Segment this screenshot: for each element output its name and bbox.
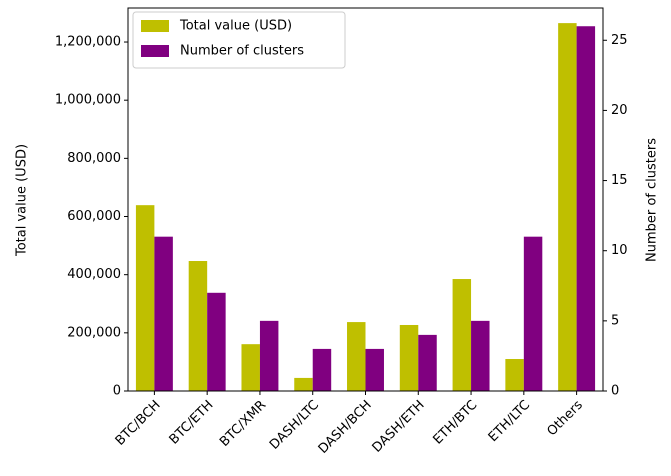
y2-tick-label: 25: [611, 33, 628, 48]
x-tick-label: DASH/ETH: [370, 398, 428, 456]
x-tick-label: ETH/BTC: [431, 398, 481, 448]
bar: [259, 320, 279, 391]
bar: [294, 377, 313, 391]
x-tick-label: BTC/ETH: [167, 398, 217, 448]
x-tick-label: Others: [544, 398, 586, 440]
y-tick-label: 400,000: [67, 267, 121, 282]
bar: [135, 205, 155, 391]
bar: [558, 23, 577, 391]
bar: [505, 359, 524, 391]
legend-swatch: [141, 45, 169, 57]
bar: [241, 344, 260, 391]
x-tick-label: DASH/BCH: [316, 398, 375, 457]
y2-tick-label: 5: [611, 313, 619, 328]
bar: [452, 279, 472, 391]
y2-tick-label: 15: [611, 173, 628, 188]
y2-tick-label: 10: [611, 243, 628, 258]
bar: [312, 348, 332, 391]
y-tick-label: 0: [113, 384, 121, 399]
bar: [154, 236, 173, 391]
legend-box: [132, 11, 346, 69]
y2-axis-label: Number of clusters: [645, 138, 660, 262]
legend-swatch: [141, 20, 169, 32]
bar: [523, 236, 543, 391]
bar: [399, 324, 419, 391]
y-tick-label: 200,000: [67, 325, 121, 340]
x-tick-label: BTC/XMR: [217, 398, 269, 450]
y-tick-label: 1,000,000: [55, 93, 121, 108]
bar: [576, 26, 596, 391]
y2-tick-label: 0: [611, 384, 619, 399]
bar: [471, 320, 490, 391]
y-tick-label: 1,200,000: [55, 35, 121, 50]
bar: [365, 348, 384, 391]
y-tick-label: 800,000: [67, 151, 121, 166]
legend-label: Total value (USD): [179, 19, 292, 34]
x-tick-label: DASH/LTC: [267, 398, 322, 453]
x-tick-label: ETH/LTC: [486, 398, 533, 445]
bar: [418, 334, 437, 391]
plot-frame: [127, 7, 604, 392]
y2-tick-label: 20: [611, 103, 628, 118]
x-tick-label: BTC/BCH: [113, 398, 164, 449]
legend-label: Number of clusters: [180, 44, 304, 59]
bar: [347, 322, 366, 391]
y-axis-label: Total value (USD): [15, 144, 30, 257]
bar: [188, 261, 208, 391]
bar: [207, 292, 226, 391]
y-tick-label: 600,000: [67, 209, 121, 224]
